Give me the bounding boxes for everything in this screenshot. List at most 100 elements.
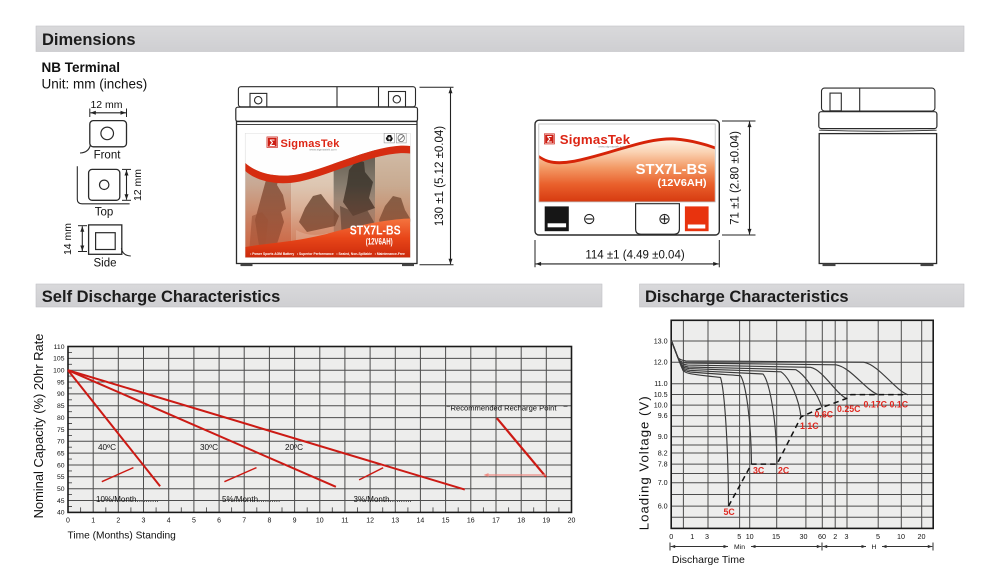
svg-text:0.25C: 0.25C [837,404,861,414]
svg-text:www.sigmastek.com: www.sigmastek.com [598,145,626,149]
svg-text:0: 0 [66,518,70,525]
svg-text:60: 60 [57,462,65,469]
svg-text:5C: 5C [724,507,736,517]
svg-text:55: 55 [57,474,65,481]
svg-text:110: 110 [54,344,65,351]
svg-text:40: 40 [57,510,65,517]
svg-text:18: 18 [517,518,525,525]
svg-text:5: 5 [192,518,196,525]
svg-text:SigmasTek: SigmasTek [281,138,341,150]
svg-text:4: 4 [167,518,171,525]
svg-text:STX7L-BS: STX7L-BS [350,223,401,237]
svg-text:10%/Month..........: 10%/Month.......... [96,495,159,504]
svg-text:7: 7 [242,518,246,525]
svg-text:85: 85 [57,403,65,410]
svg-text:Dimensions: Dimensions [42,31,136,49]
svg-text:6: 6 [217,518,221,525]
svg-text:7.0: 7.0 [658,478,668,487]
svg-text:Unit: mm (inches): Unit: mm (inches) [42,77,148,92]
svg-text:130 ±1 (5.12 ±0.04): 130 ±1 (5.12 ±0.04) [434,126,446,226]
svg-text:10: 10 [316,518,324,525]
svg-text:0.17C: 0.17C [864,400,888,410]
svg-text:30ºC: 30ºC [200,443,218,452]
svg-text:20: 20 [568,518,576,525]
svg-text:Min: Min [734,544,745,551]
svg-text:80: 80 [57,415,65,422]
svg-text:0: 0 [669,532,673,541]
svg-text:12 mm: 12 mm [132,169,144,201]
svg-text:Self Discharge Characteristics: Self Discharge Characteristics [42,288,280,306]
svg-text:SigmasTek: SigmasTek [560,132,631,147]
svg-text:20: 20 [918,532,926,541]
svg-text:• Power Sports AGM Battery •: • Power Sports AGM Battery • Superior Pe… [250,252,405,256]
svg-text:9.0: 9.0 [658,432,668,441]
svg-text:10.5: 10.5 [654,390,668,399]
svg-text:50: 50 [57,486,65,493]
svg-text:11: 11 [341,518,348,525]
svg-text:12.0: 12.0 [654,358,668,367]
svg-text:14: 14 [417,518,425,525]
svg-text:105: 105 [53,356,65,363]
svg-text:71 ±1 (2.80 ±0.04): 71 ±1 (2.80 ±0.04) [730,131,742,225]
svg-text:Recommended Recharge Point: Recommended Recharge Point [451,404,558,413]
svg-text:10: 10 [746,532,754,541]
svg-text:45: 45 [57,498,65,505]
svg-text:3: 3 [142,518,146,525]
svg-text:1.1C: 1.1C [800,421,819,431]
svg-text:7.8: 7.8 [658,460,668,469]
svg-text:8: 8 [267,518,271,525]
svg-text:13.0: 13.0 [654,336,668,345]
svg-text:90: 90 [57,391,65,398]
svg-text:Loading Voltage (V): Loading Voltage (V) [637,395,652,530]
svg-text:5: 5 [876,532,880,541]
svg-text:1: 1 [690,532,694,541]
svg-text:40ºC: 40ºC [98,443,116,452]
svg-text:Nominal Capacity (%) 20hr Rate: Nominal Capacity (%) 20hr Rate [31,334,46,519]
svg-text:3: 3 [705,532,709,541]
svg-text:100: 100 [53,368,65,375]
svg-text:2C: 2C [778,466,790,476]
svg-text:5: 5 [737,532,741,541]
svg-text:30: 30 [800,532,808,541]
svg-text:STX7L-BS: STX7L-BS [636,162,708,178]
svg-text:13: 13 [391,518,399,525]
svg-text:10.0: 10.0 [654,401,668,410]
svg-text:10: 10 [897,532,905,541]
svg-text:Top: Top [95,207,114,219]
svg-text:95: 95 [57,379,65,386]
svg-text:60: 60 [818,532,826,541]
svg-text:20ºC: 20ºC [285,443,303,452]
svg-text:Side: Side [93,258,116,270]
svg-text:19: 19 [542,518,550,525]
svg-text:11.0: 11.0 [654,379,667,388]
svg-text:5%/Month..........: 5%/Month.......... [222,495,280,504]
svg-text:H: H [872,544,877,551]
svg-text:75: 75 [57,427,65,434]
svg-text:12: 12 [366,518,374,525]
svg-text:3: 3 [845,532,849,541]
svg-text:Discharge Time: Discharge Time [672,554,745,566]
svg-text:2: 2 [116,518,120,525]
svg-text:3%/Month..........: 3%/Month.......... [354,495,412,504]
svg-text:2: 2 [833,532,837,541]
svg-text:9.6: 9.6 [658,411,668,420]
svg-text:6.0: 6.0 [658,502,668,511]
svg-text:Time (Months) Standing: Time (Months) Standing [68,530,177,541]
svg-text:12 mm: 12 mm [90,99,122,111]
svg-text:17: 17 [492,518,500,525]
svg-text:14 mm: 14 mm [62,223,74,255]
svg-text:♻: ♻ [385,133,393,143]
svg-text:70: 70 [57,439,65,446]
svg-text:114 ±1 (4.49 ±0.04): 114 ±1 (4.49 ±0.04) [585,250,685,262]
svg-text:65: 65 [57,450,65,457]
svg-text:NB Terminal: NB Terminal [42,60,121,75]
svg-text:9: 9 [293,518,297,525]
svg-text:0.1C: 0.1C [890,400,909,410]
svg-text:15: 15 [772,532,780,541]
svg-text:1: 1 [91,518,95,525]
svg-text:(12V6AH): (12V6AH) [366,237,393,247]
svg-text:15: 15 [442,518,450,525]
svg-text:3C: 3C [753,466,765,476]
svg-text:8.2: 8.2 [658,448,668,457]
svg-text:Front: Front [94,150,122,162]
